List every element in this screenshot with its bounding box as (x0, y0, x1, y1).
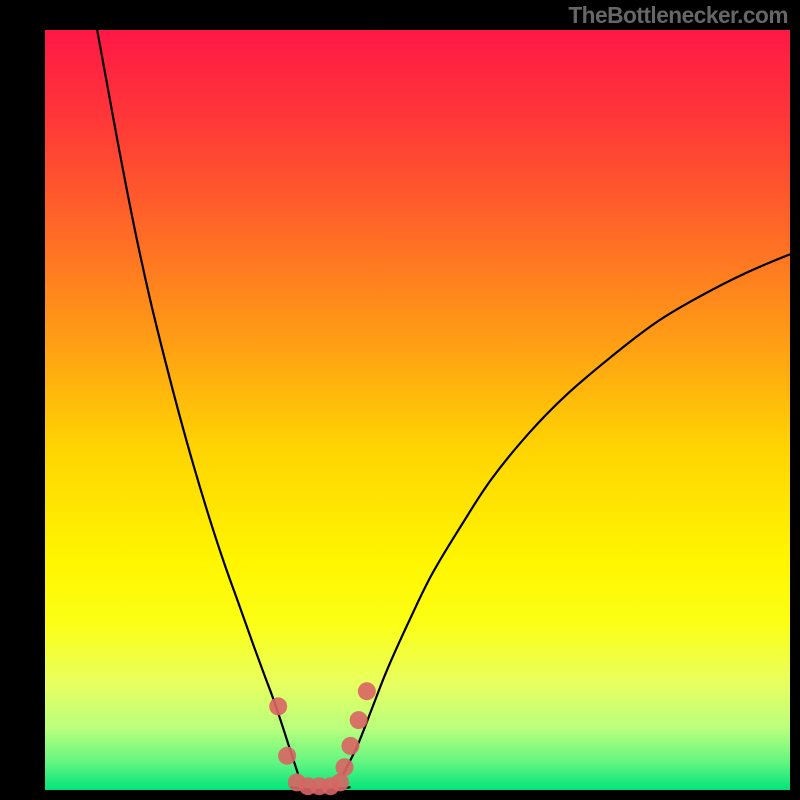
data-marker (358, 682, 376, 700)
chart-frame: TheBottlenecker.com (0, 0, 800, 800)
gradient-background (45, 30, 790, 790)
data-marker (341, 737, 359, 755)
data-marker (269, 697, 287, 715)
data-marker (350, 711, 368, 729)
data-marker (278, 747, 296, 765)
data-marker (331, 773, 349, 791)
watermark-text: TheBottlenecker.com (568, 2, 788, 29)
bottleneck-chart (0, 0, 800, 800)
data-marker (335, 758, 353, 776)
